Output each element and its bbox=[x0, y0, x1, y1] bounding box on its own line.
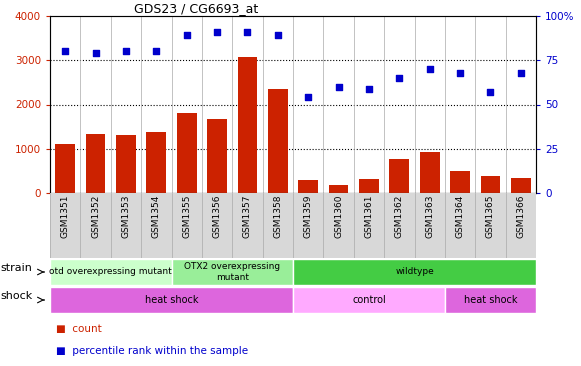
Bar bbox=[146, 132, 166, 193]
Text: ■  count: ■ count bbox=[56, 324, 102, 334]
Bar bbox=[420, 152, 440, 193]
Text: GSM1366: GSM1366 bbox=[517, 195, 525, 239]
Bar bbox=[293, 258, 536, 285]
Bar bbox=[329, 186, 349, 193]
Point bbox=[182, 33, 191, 38]
Bar bbox=[293, 287, 445, 313]
Text: GSM1356: GSM1356 bbox=[213, 195, 221, 239]
Text: heat shock: heat shock bbox=[145, 295, 198, 305]
Bar bbox=[298, 180, 318, 193]
Text: GSM1359: GSM1359 bbox=[304, 195, 313, 239]
Point bbox=[91, 50, 100, 56]
Bar bbox=[445, 287, 536, 313]
Bar bbox=[511, 178, 530, 193]
Bar bbox=[171, 258, 293, 285]
Text: GSM1365: GSM1365 bbox=[486, 195, 495, 239]
Bar bbox=[480, 176, 500, 193]
Bar bbox=[207, 119, 227, 193]
Bar bbox=[238, 57, 257, 193]
Text: GSM1353: GSM1353 bbox=[121, 195, 131, 239]
Text: GSM1351: GSM1351 bbox=[60, 195, 70, 239]
Text: GSM1357: GSM1357 bbox=[243, 195, 252, 239]
Point bbox=[273, 33, 282, 38]
Point bbox=[213, 29, 222, 35]
Text: heat shock: heat shock bbox=[464, 295, 517, 305]
Point bbox=[425, 66, 435, 72]
Point bbox=[364, 86, 374, 92]
Text: GSM1352: GSM1352 bbox=[91, 195, 100, 238]
Text: GSM1360: GSM1360 bbox=[334, 195, 343, 239]
Bar bbox=[177, 113, 196, 193]
Text: wildtype: wildtype bbox=[395, 268, 434, 276]
Text: GSM1361: GSM1361 bbox=[364, 195, 374, 239]
Bar bbox=[50, 258, 171, 285]
Text: OTX2 overexpressing
mutant: OTX2 overexpressing mutant bbox=[184, 262, 280, 282]
Point bbox=[456, 70, 465, 75]
Point bbox=[243, 29, 252, 35]
Text: strain: strain bbox=[1, 264, 33, 273]
Text: GSM1363: GSM1363 bbox=[425, 195, 434, 239]
Text: GSM1364: GSM1364 bbox=[456, 195, 465, 238]
Bar bbox=[359, 179, 379, 193]
Point bbox=[60, 48, 70, 54]
Text: ■  percentile rank within the sample: ■ percentile rank within the sample bbox=[56, 347, 248, 356]
Point bbox=[303, 94, 313, 100]
Point bbox=[334, 84, 343, 90]
Point bbox=[394, 75, 404, 81]
Point bbox=[152, 48, 161, 54]
Point bbox=[486, 89, 495, 95]
Bar bbox=[389, 159, 409, 193]
Point bbox=[516, 70, 525, 75]
Point bbox=[121, 48, 131, 54]
Bar bbox=[116, 135, 136, 193]
Bar bbox=[268, 89, 288, 193]
Bar bbox=[85, 134, 105, 193]
Text: GSM1358: GSM1358 bbox=[273, 195, 282, 239]
Text: GDS23 / CG6693_at: GDS23 / CG6693_at bbox=[134, 2, 258, 15]
Text: shock: shock bbox=[1, 291, 33, 301]
Text: GSM1355: GSM1355 bbox=[182, 195, 191, 239]
Text: control: control bbox=[352, 295, 386, 305]
Bar bbox=[50, 287, 293, 313]
Bar bbox=[55, 144, 75, 193]
Bar bbox=[450, 171, 470, 193]
Text: GSM1362: GSM1362 bbox=[395, 195, 404, 238]
Text: GSM1354: GSM1354 bbox=[152, 195, 161, 238]
Text: otd overexpressing mutant: otd overexpressing mutant bbox=[49, 268, 172, 276]
